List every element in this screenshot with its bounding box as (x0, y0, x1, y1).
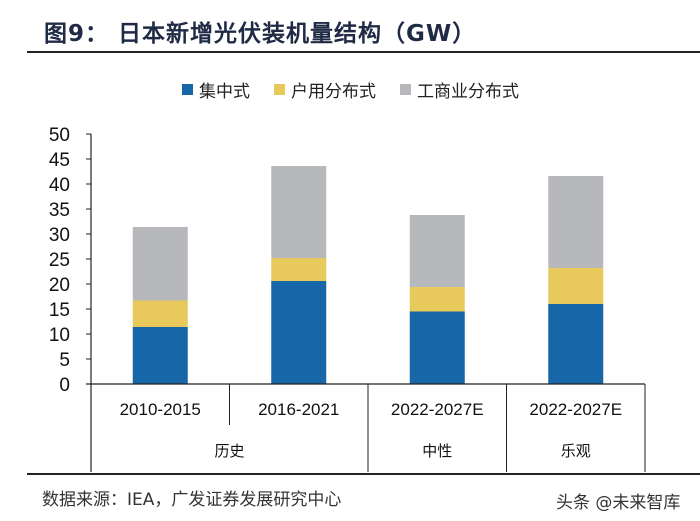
x-category-label: 2022-2027E (391, 400, 484, 419)
x-group-label: 中性 (422, 442, 452, 460)
bar-segment-centralized-2 (271, 281, 327, 384)
bar-segment-centralized-3 (409, 311, 465, 384)
data-source: 数据来源：IEA，广发证券发展研究中心 (42, 490, 342, 510)
bar-segment-commercial-2 (271, 166, 327, 258)
bar-segment-commercial-4 (548, 176, 604, 268)
y-tick-label: 45 (49, 150, 70, 171)
title-divider (27, 51, 700, 53)
bar-segment-commercial-1 (132, 227, 188, 301)
bar-segment-residential-4 (548, 268, 604, 304)
y-tick-label: 40 (49, 175, 70, 196)
legend-label-residential: 户用分布式 (291, 82, 376, 102)
legend-item-centralized: 集中式 (182, 77, 250, 102)
x-category-label: 2022-2027E (529, 400, 622, 419)
watermark: 头条 @未来智库 (556, 493, 681, 513)
y-tick-label: 0 (59, 375, 70, 396)
bar-segment-commercial-3 (409, 215, 465, 287)
bar-segment-centralized-1 (132, 327, 188, 384)
legend-label-commercial: 工商业分布式 (417, 82, 519, 102)
legend-item-residential: 户用分布式 (274, 77, 376, 102)
bar-segment-residential-2 (271, 258, 327, 281)
y-tick-label: 20 (49, 275, 70, 296)
bar-segment-centralized-4 (548, 304, 604, 384)
x-group-label: 乐观 (561, 442, 591, 460)
legend-label-centralized: 集中式 (199, 82, 250, 102)
x-category-label: 2016-2021 (258, 400, 339, 419)
y-tick-label: 5 (59, 350, 70, 371)
legend-swatch-commercial (400, 84, 411, 95)
figure-title: 图9： 日本新增光伏装机量结构（GW） (44, 21, 477, 47)
bar-segment-residential-3 (409, 287, 465, 312)
bar-segment-residential-1 (132, 300, 188, 327)
x-category-label: 2010-2015 (120, 400, 201, 419)
y-tick-label: 30 (49, 225, 70, 246)
y-tick-label: 15 (49, 300, 70, 321)
legend-swatch-residential (274, 84, 285, 95)
legend-item-commercial: 工商业分布式 (400, 77, 519, 102)
x-group-label: 历史 (214, 442, 244, 460)
chart-legend: 集中式 户用分布式 工商业分布式 (182, 77, 519, 102)
y-tick-label: 50 (49, 125, 70, 146)
y-tick-label: 35 (49, 200, 70, 221)
legend-swatch-centralized (182, 84, 193, 95)
y-tick-label: 25 (49, 250, 70, 271)
footer-divider (27, 473, 700, 475)
y-tick-label: 10 (49, 325, 70, 346)
